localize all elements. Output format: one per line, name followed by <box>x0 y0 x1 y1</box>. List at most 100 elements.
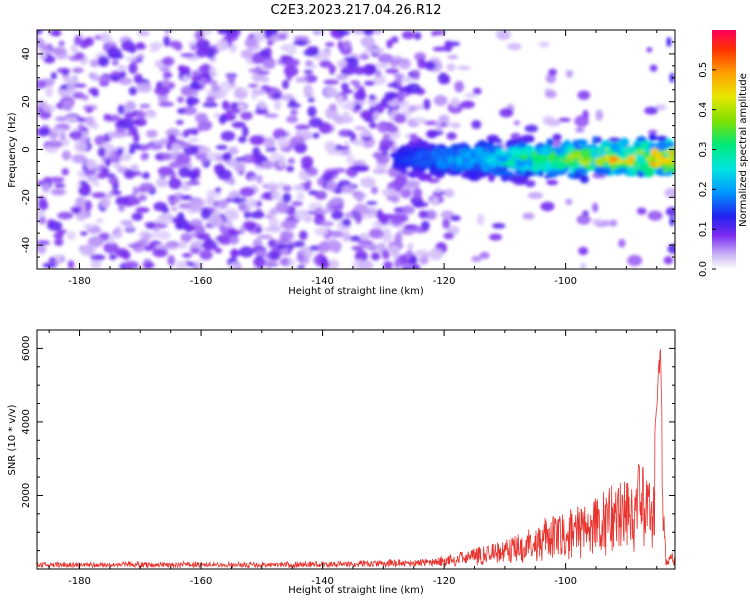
heatmap-noise-cell <box>51 30 62 37</box>
heatmap-noise-cell <box>293 240 305 248</box>
heatmap-signal-cell <box>570 149 584 154</box>
heatmap-noise-cell <box>53 232 64 239</box>
heatmap-noise-cell <box>376 242 387 251</box>
heatmap-x-tick-label: -120 <box>433 276 456 287</box>
heatmap-noise-cell <box>385 68 400 74</box>
heatmap-noise-cell <box>669 216 675 227</box>
heatmap-noise-cell <box>48 257 57 263</box>
heatmap-noise-cell <box>351 30 367 35</box>
heatmap-noise-cell <box>305 179 312 187</box>
heatmap-noise-cell <box>443 188 455 198</box>
heatmap-noise-cell <box>161 152 173 161</box>
heatmap-noise-cell <box>111 59 119 66</box>
heatmap-noise-cell <box>103 242 119 254</box>
heatmap-noise-cell <box>267 225 282 233</box>
heatmap-noise-cell <box>296 252 305 263</box>
heatmap-noise-cell <box>357 239 373 246</box>
heatmap-noise-cell <box>198 146 211 154</box>
heatmap-noise-cell <box>342 40 352 50</box>
heatmap-noise-cell <box>103 113 112 120</box>
heatmap-noise-cell <box>278 155 286 167</box>
heatmap-noise-cell <box>373 62 389 69</box>
heatmap-noise-cell <box>228 146 239 155</box>
heatmap-noise-cell <box>331 210 344 220</box>
heatmap-signal-cell <box>397 149 410 158</box>
heatmap-noise-cell <box>442 218 451 229</box>
heatmap-noise-cell <box>664 187 675 198</box>
heatmap-noise-cell <box>346 154 355 166</box>
heatmap-noise-cell <box>328 103 338 112</box>
heatmap-noise-cell <box>325 42 335 47</box>
heatmap-noise-cell <box>107 158 121 163</box>
heatmap-noise-cell <box>248 68 264 74</box>
heatmap-noise-cell <box>145 129 158 138</box>
heatmap-noise-cell <box>370 47 385 54</box>
heatmap-noise-cell <box>290 136 306 145</box>
heatmap-noise-cell <box>341 185 356 194</box>
heatmap-signal-cell <box>423 161 433 167</box>
heatmap-noise-cell <box>80 244 96 257</box>
heatmap-noise-cell <box>117 104 125 115</box>
heatmap-noise-cell <box>242 220 257 231</box>
heatmap-noise-cell <box>323 79 340 85</box>
heatmap-noise-cell <box>200 208 212 220</box>
heatmap-noise-cell <box>255 174 263 184</box>
heatmap-noise-cell <box>85 107 94 113</box>
heatmap-noise-cell <box>476 214 485 226</box>
heatmap-signal-cell <box>555 160 568 170</box>
heatmap-noise-cell <box>226 159 238 167</box>
heatmap-noise-cell <box>258 99 266 110</box>
colorbar-tick-label: 0.4 <box>698 102 709 118</box>
heatmap-noise-cell <box>427 131 438 138</box>
heatmap-noise-cell <box>143 262 155 268</box>
heatmap-signal-cell <box>594 166 607 176</box>
heatmap-noise-cell <box>279 230 295 241</box>
heatmap-signal-cell <box>490 167 497 172</box>
heatmap-noise-cell <box>288 99 297 105</box>
heatmap-signal-cell <box>425 173 433 181</box>
heatmap-signal-cell <box>438 156 450 163</box>
heatmap-noise-cell <box>324 141 337 152</box>
heatmap-noise-cell <box>38 52 48 60</box>
heatmap-noise-cell <box>264 113 279 118</box>
heatmap-noise-cell <box>577 90 591 101</box>
heatmap-noise-cell <box>90 254 106 261</box>
heatmap-noise-cell <box>368 94 376 101</box>
heatmap-noise-cell <box>513 120 520 126</box>
heatmap-noise-cell <box>84 37 95 47</box>
heatmap-noise-cell <box>270 34 280 43</box>
heatmap-signal-cell <box>581 148 591 153</box>
heatmap-noise-cell <box>312 132 320 139</box>
heatmap-noise-cell <box>271 190 282 201</box>
heatmap-noise-cell <box>118 77 133 85</box>
heatmap-noise-cell <box>618 238 626 248</box>
heatmap-signal-cell <box>392 161 399 170</box>
heatmap-noise-cell <box>377 53 394 64</box>
heatmap-signal-cell <box>640 141 650 150</box>
heatmap-noise-cell <box>386 245 400 254</box>
heatmap-noise-cell <box>268 217 279 228</box>
heatmap-noise-cell <box>39 110 52 120</box>
heatmap-noise-cell <box>186 224 197 231</box>
heatmap-signal-cell <box>474 146 484 156</box>
heatmap-noise-cell <box>123 169 136 180</box>
heatmap-signal-cell <box>504 160 516 167</box>
heatmap-noise-cell <box>358 260 374 269</box>
heatmap-noise-cell <box>281 79 289 90</box>
heatmap-noise-cell <box>340 66 356 76</box>
heatmap-noise-cell <box>239 187 255 197</box>
heatmap-signal-cell <box>413 168 423 178</box>
heatmap-noise-cell <box>413 69 421 80</box>
heatmap-noise-cell <box>182 75 190 83</box>
heatmap-noise-cell <box>244 38 258 48</box>
snr-panel: -180 -160 -140 -120 -100 2000 4000 6000 Height… <box>7 329 676 596</box>
heatmap-noise-cell <box>648 129 658 136</box>
heatmap-noise-cell <box>218 114 227 125</box>
heatmap-noise-cell <box>450 215 461 222</box>
heatmap-signal-cell <box>433 146 442 154</box>
heatmap-noise-cell <box>368 122 377 129</box>
heatmap-noise-cell <box>491 222 506 229</box>
heatmap-noise-cell <box>359 232 370 242</box>
heatmap-signal-cell <box>455 155 463 166</box>
heatmap-noise-cell <box>372 74 386 86</box>
